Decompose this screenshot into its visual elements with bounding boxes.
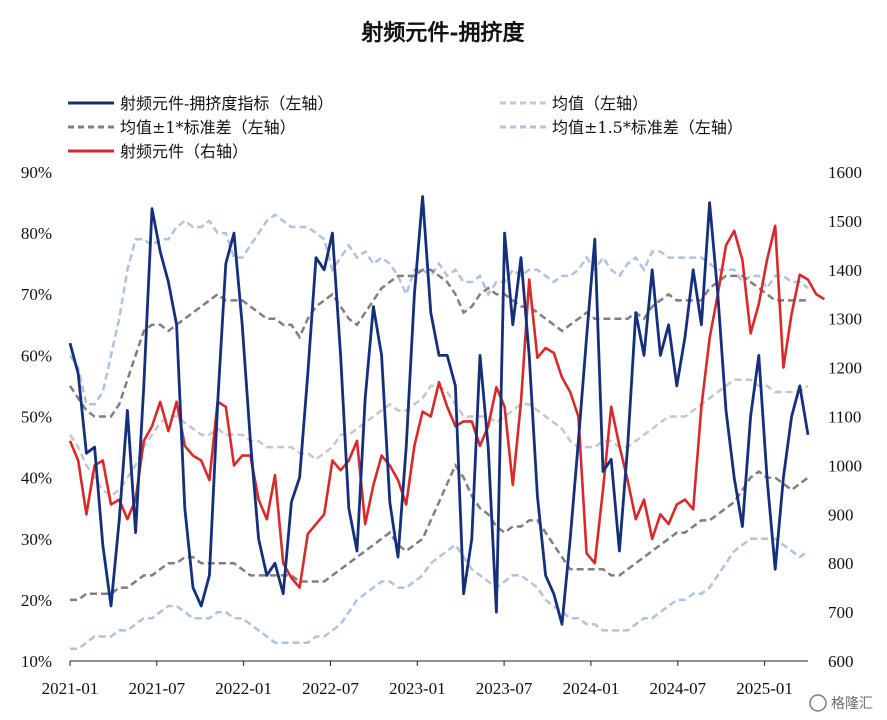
y-left-tick-label: 10% bbox=[21, 652, 52, 671]
y-right-tick-label: 1400 bbox=[828, 261, 862, 280]
crowding-series-line bbox=[68, 195, 810, 626]
watermark: 格隆汇 bbox=[809, 694, 873, 712]
y-left-tick-label: 40% bbox=[21, 469, 52, 488]
chart-title: 射频元件-拥挤度 bbox=[360, 20, 525, 46]
band-line-1 bbox=[68, 268, 808, 418]
x-tick-label: 2024-07 bbox=[649, 679, 706, 698]
legend-label-price: 射频元件（右轴） bbox=[120, 142, 248, 161]
y-left-tick-label: 80% bbox=[21, 224, 52, 243]
x-tick-label: 2021-07 bbox=[128, 679, 185, 698]
y-right-tick-label: 1300 bbox=[828, 310, 862, 329]
y-right-tick-label: 1600 bbox=[828, 163, 862, 182]
x-tick-label: 2022-07 bbox=[302, 679, 359, 698]
x-tick-label: 2023-07 bbox=[476, 679, 533, 698]
y-right-tick-label: 900 bbox=[828, 505, 854, 524]
y-right-tick-label: 1500 bbox=[828, 212, 862, 231]
watermark-logo-icon bbox=[809, 694, 827, 712]
axes: 10% 20% 30% 40% 50% 60% 70% 80% 90% 600 700 800 900 1… bbox=[21, 163, 862, 698]
legend: 射频元件-拥挤度指标（左轴） 均值（左轴） 均值±1*标准差（左轴） 均值±1.… bbox=[68, 94, 743, 161]
y-right-tick-label: 700 bbox=[828, 603, 854, 622]
watermark-text: 格隆汇 bbox=[831, 696, 873, 712]
legend-label-crowding: 射频元件-拥挤度指标（左轴） bbox=[120, 94, 333, 113]
x-tick-label: 2025-01 bbox=[736, 679, 793, 698]
y-left-tick-label: 70% bbox=[21, 285, 52, 304]
x-tick-label: 2021-01 bbox=[42, 679, 99, 698]
x-tick-label: 2023-01 bbox=[389, 679, 446, 698]
y-right-tick-label: 1100 bbox=[828, 408, 861, 427]
band-line-0 bbox=[68, 213, 809, 406]
y-right-tick-label: 1200 bbox=[828, 359, 862, 378]
y-left-tick-label: 60% bbox=[21, 346, 52, 365]
y-left-tick-label: 20% bbox=[21, 591, 52, 610]
y-right-tick-label: 800 bbox=[828, 554, 854, 573]
band-line-4 bbox=[70, 537, 809, 651]
plot-area bbox=[68, 195, 826, 651]
legend-label-1sd: 均值±1*标准差（左轴） bbox=[120, 118, 296, 137]
y-left-tick-label: 50% bbox=[21, 408, 52, 427]
y-right-tick-label: 1000 bbox=[828, 456, 862, 475]
band-line-3 bbox=[70, 462, 809, 602]
x-tick-label: 2024-01 bbox=[563, 679, 620, 698]
legend-label-mean: 均值（左轴） bbox=[552, 94, 648, 113]
price-series-line bbox=[68, 224, 826, 589]
y-right-tick-label: 600 bbox=[828, 652, 854, 671]
y-left-tick-label: 90% bbox=[21, 163, 52, 182]
legend-label-1-5sd: 均值±1.5*标准差（左轴） bbox=[552, 118, 743, 137]
x-tick-label: 2022-01 bbox=[215, 679, 272, 698]
y-left-tick-label: 30% bbox=[21, 530, 52, 549]
